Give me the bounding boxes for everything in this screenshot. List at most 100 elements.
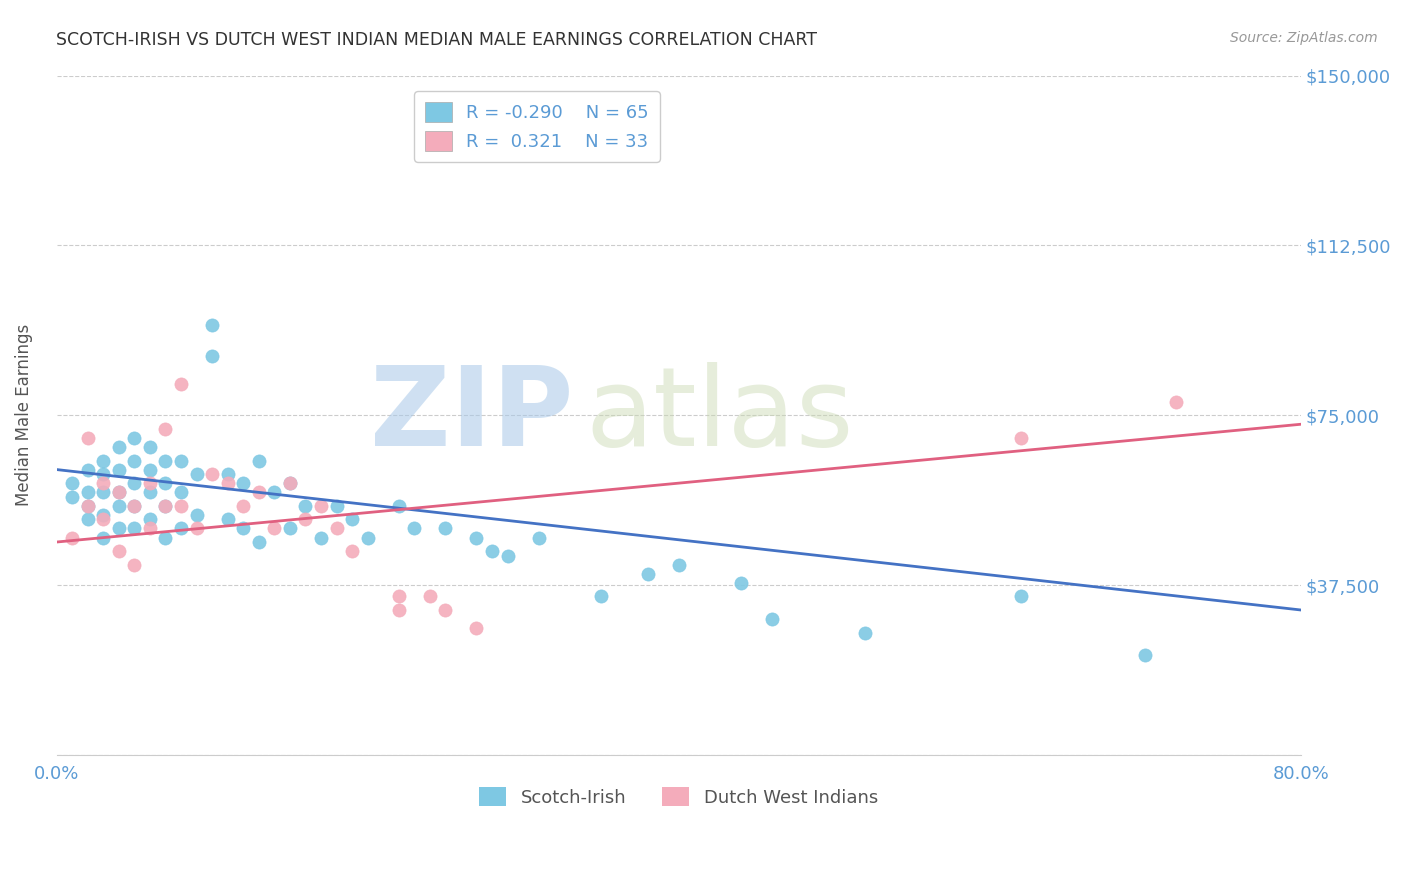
Scotch-Irish [232,521,254,535]
Scotch-Irish [124,499,146,513]
Dutch West Indians [139,521,162,535]
Scotch-Irish [170,485,193,500]
Scotch-Irish [247,453,270,467]
Scotch-Irish [263,485,285,500]
Scotch-Irish [309,531,332,545]
Scotch-Irish [247,535,270,549]
Dutch West Indians [155,422,177,436]
Scotch-Irish [217,512,239,526]
Scotch-Irish [108,440,131,454]
Scotch-Irish [76,485,98,500]
Scotch-Irish [124,453,146,467]
Scotch-Irish [170,453,193,467]
Scotch-Irish [761,612,783,626]
Scotch-Irish [139,462,162,476]
Dutch West Indians [294,512,316,526]
Dutch West Indians [91,476,114,491]
Scotch-Irish [496,549,519,563]
Scotch-Irish [91,453,114,467]
Scotch-Irish [155,531,177,545]
Scotch-Irish [91,485,114,500]
Dutch West Indians [170,376,193,391]
Scotch-Irish [155,476,177,491]
Dutch West Indians [247,485,270,500]
Scotch-Irish [278,521,301,535]
Scotch-Irish [356,531,378,545]
Scotch-Irish [139,440,162,454]
Scotch-Irish [853,625,876,640]
Scotch-Irish [1133,648,1156,663]
Text: Source: ZipAtlas.com: Source: ZipAtlas.com [1230,31,1378,45]
Scotch-Irish [139,485,162,500]
Text: SCOTCH-IRISH VS DUTCH WEST INDIAN MEDIAN MALE EARNINGS CORRELATION CHART: SCOTCH-IRISH VS DUTCH WEST INDIAN MEDIAN… [56,31,817,49]
Dutch West Indians [124,499,146,513]
Scotch-Irish [108,485,131,500]
Dutch West Indians [170,499,193,513]
Scotch-Irish [186,467,208,481]
Scotch-Irish [404,521,426,535]
Dutch West Indians [124,558,146,572]
Scotch-Irish [201,349,224,363]
Y-axis label: Median Male Earnings: Median Male Earnings [15,324,32,507]
Scotch-Irish [278,476,301,491]
Scotch-Irish [108,521,131,535]
Scotch-Irish [232,476,254,491]
Dutch West Indians [108,544,131,558]
Dutch West Indians [186,521,208,535]
Scotch-Irish [124,521,146,535]
Scotch-Irish [155,499,177,513]
Scotch-Irish [527,531,550,545]
Scotch-Irish [108,499,131,513]
Dutch West Indians [108,485,131,500]
Dutch West Indians [1166,394,1188,409]
Scotch-Irish [124,476,146,491]
Scotch-Irish [217,467,239,481]
Dutch West Indians [465,621,488,635]
Scotch-Irish [91,531,114,545]
Scotch-Irish [294,499,316,513]
Dutch West Indians [76,431,98,445]
Scotch-Irish [76,462,98,476]
Scotch-Irish [91,508,114,522]
Scotch-Irish [668,558,690,572]
Scotch-Irish [155,453,177,467]
Dutch West Indians [91,512,114,526]
Dutch West Indians [232,499,254,513]
Scotch-Irish [465,531,488,545]
Scotch-Irish [481,544,503,558]
Text: ZIP: ZIP [370,362,572,468]
Scotch-Irish [108,462,131,476]
Scotch-Irish [201,318,224,332]
Scotch-Irish [325,499,347,513]
Scotch-Irish [76,512,98,526]
Scotch-Irish [60,490,83,504]
Dutch West Indians [434,603,457,617]
Scotch-Irish [1010,590,1032,604]
Scotch-Irish [589,590,612,604]
Dutch West Indians [1010,431,1032,445]
Dutch West Indians [76,499,98,513]
Scotch-Irish [637,566,659,581]
Dutch West Indians [278,476,301,491]
Dutch West Indians [388,603,411,617]
Scotch-Irish [730,575,752,590]
Dutch West Indians [340,544,363,558]
Dutch West Indians [388,590,411,604]
Scotch-Irish [186,508,208,522]
Dutch West Indians [139,476,162,491]
Dutch West Indians [201,467,224,481]
Dutch West Indians [155,499,177,513]
Dutch West Indians [60,531,83,545]
Dutch West Indians [419,590,441,604]
Scotch-Irish [340,512,363,526]
Scotch-Irish [76,499,98,513]
Dutch West Indians [217,476,239,491]
Text: atlas: atlas [585,362,853,468]
Dutch West Indians [263,521,285,535]
Legend: Scotch-Irish, Dutch West Indians: Scotch-Irish, Dutch West Indians [472,780,886,814]
Scotch-Irish [60,476,83,491]
Scotch-Irish [170,521,193,535]
Scotch-Irish [388,499,411,513]
Scotch-Irish [91,467,114,481]
Dutch West Indians [325,521,347,535]
